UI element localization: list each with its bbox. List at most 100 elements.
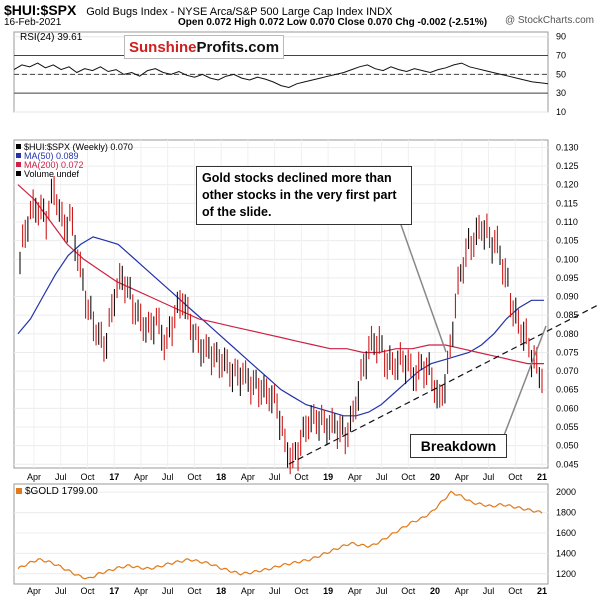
gold-tick-label: 1200: [556, 569, 576, 579]
rsi-tick-label: 30: [556, 88, 566, 98]
main-tick-label: 0.115: [556, 198, 578, 208]
gold-x-tick-label: 20: [430, 586, 440, 596]
ma50-line: [17, 236, 544, 417]
ma200-line: [17, 184, 544, 365]
main-legend-swatch: [16, 171, 21, 176]
main-legend-swatch: [16, 153, 21, 158]
trendline: [288, 303, 600, 465]
x-tick-label: Apr: [134, 472, 148, 482]
chart-header: $HUI:$SPX Gold Bugs Index - NYSE Arca/S&…: [0, 0, 600, 30]
main-tick-label: 0.105: [556, 236, 579, 246]
gold-x-tick-label: Oct: [508, 586, 523, 596]
ohlc-readout: Open 0.072 High 0.072 Low 0.070 Close 0.…: [178, 17, 488, 28]
logo-part2: Profits.com: [196, 39, 280, 56]
main-tick-label: 0.080: [556, 329, 579, 339]
sunshine-profits-logo: SunshineProfits.com: [124, 35, 284, 59]
annotation-arrow-bottom: [502, 325, 547, 439]
main-tick-label: 0.125: [556, 161, 579, 171]
annotation-breakdown: Breakdown: [410, 434, 507, 458]
x-tick-label: Oct: [508, 472, 523, 482]
main-tick-label: 0.060: [556, 403, 579, 413]
symbol-label: $HUI:$SPX: [4, 2, 77, 18]
rsi-series-line: [13, 62, 549, 89]
main-tick-label: 0.050: [556, 441, 579, 451]
gold-tick-label: 1600: [556, 528, 576, 538]
gold-x-tick-label: 17: [109, 586, 119, 596]
x-tick-label: Oct: [294, 472, 309, 482]
gold-x-tick-label: Jul: [376, 586, 388, 596]
main-tick-label: 0.130: [556, 142, 579, 152]
gold-x-tick-label: Jul: [55, 586, 67, 596]
gold-x-tick-label: Apr: [348, 586, 362, 596]
main-tick-label: 0.085: [556, 310, 579, 320]
x-tick-label: Oct: [187, 472, 202, 482]
gold-tick-label: 1800: [556, 508, 576, 518]
gold-x-tick-label: Apr: [455, 586, 469, 596]
main-legend-entry: MA(50) 0.089: [24, 151, 79, 161]
rsi-tick-label: 50: [556, 69, 566, 79]
main-tick-label: 0.120: [556, 180, 579, 190]
main-tick-label: 0.095: [556, 273, 579, 283]
gold-x-tick-label: 18: [216, 586, 226, 596]
symbol-description: Gold Bugs Index - NYSE Arca/S&P 500 Larg…: [86, 6, 393, 18]
main-legend-entry: $HUI:$SPX (Weekly) 0.070: [24, 142, 133, 152]
gold-tick-label: 1400: [556, 548, 576, 558]
annotation-top: Gold stocks declined more than other sto…: [196, 166, 412, 225]
chart-title: $HUI:$SPX Gold Bugs Index - NYSE Arca/S&…: [4, 2, 392, 18]
x-tick-label: Jul: [376, 472, 388, 482]
x-tick-label: Jul: [269, 472, 281, 482]
main-legend-entry: Volume undef: [24, 169, 80, 179]
x-tick-label: 18: [216, 472, 226, 482]
main-tick-label: 0.075: [556, 347, 579, 357]
rsi-tick-label: 90: [556, 32, 566, 42]
rsi-legend: RSI(24) 39.61: [20, 32, 83, 43]
logo-part1: Sunshine: [129, 39, 197, 56]
x-tick-label: Oct: [401, 472, 416, 482]
gold-x-tick-label: Oct: [401, 586, 416, 596]
main-tick-label: 0.070: [556, 366, 579, 376]
x-tick-label: Jul: [483, 472, 495, 482]
gold-legend-swatch: [16, 488, 22, 494]
gold-x-tick-label: Oct: [187, 586, 202, 596]
x-tick-label: Apr: [348, 472, 362, 482]
x-tick-label: Apr: [27, 472, 41, 482]
gold-panel-frame: [13, 483, 549, 585]
x-tick-label: 17: [109, 472, 119, 482]
main-legend-swatch: [16, 162, 21, 167]
main-tick-label: 0.100: [556, 254, 579, 264]
gold-x-tick-label: Oct: [294, 586, 309, 596]
main-tick-label: 0.110: [556, 217, 578, 227]
watermark: @ StockCharts.com: [504, 15, 594, 26]
x-tick-label: Apr: [241, 472, 255, 482]
main-tick-label: 0.065: [556, 385, 579, 395]
gold-x-tick-label: 19: [323, 586, 333, 596]
x-tick-label: Apr: [455, 472, 469, 482]
main-tick-label: 0.045: [556, 459, 579, 469]
x-tick-label: 21: [537, 472, 547, 482]
x-tick-label: 19: [323, 472, 333, 482]
annotation-arrow-top: [399, 221, 447, 353]
main-legend-swatch: [16, 144, 21, 149]
rsi-tick-label: 70: [556, 51, 566, 61]
gold-x-tick-label: Oct: [80, 586, 95, 596]
main-tick-label: 0.055: [556, 422, 579, 432]
x-tick-label: Oct: [80, 472, 95, 482]
gold-x-tick-label: 21: [537, 586, 547, 596]
gold-x-tick-label: Jul: [162, 586, 174, 596]
gold-tick-label: 2000: [556, 487, 576, 497]
rsi-tick-label: 10: [556, 107, 566, 117]
main-legend-entry: MA(200) 0.072: [24, 160, 84, 170]
x-tick-label: 20: [430, 472, 440, 482]
gold-x-tick-label: Jul: [483, 586, 495, 596]
main-tick-label: 0.090: [556, 292, 579, 302]
gold-series-line: [17, 490, 543, 580]
chart-date: 16-Feb-2021: [4, 17, 62, 28]
gold-x-tick-label: Apr: [134, 586, 148, 596]
x-tick-label: Jul: [162, 472, 174, 482]
gold-legend: $GOLD 1799.00: [25, 486, 98, 497]
gold-x-tick-label: Jul: [269, 586, 281, 596]
gold-x-tick-label: Apr: [27, 586, 41, 596]
x-tick-label: Jul: [55, 472, 67, 482]
gold-x-tick-label: Apr: [241, 586, 255, 596]
